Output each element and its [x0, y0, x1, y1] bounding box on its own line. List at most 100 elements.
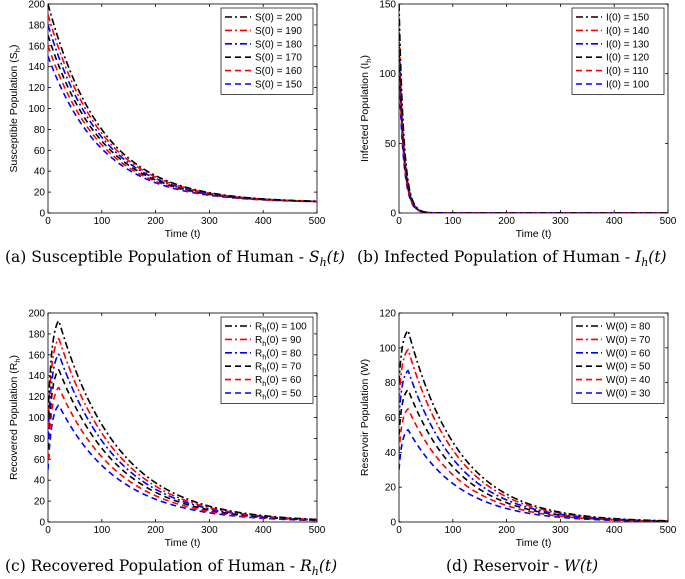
- legend-box: [220, 316, 314, 404]
- y-axis-label-subscript: h: [13, 48, 22, 52]
- y-tick-label: 160: [28, 350, 45, 361]
- y-axis-label: Reservoir Population (W): [359, 359, 371, 476]
- y-tick-label: 80: [34, 434, 46, 445]
- x-tick-label: 400: [606, 525, 623, 536]
- y-axis-label-main: Infected Population (I: [359, 63, 371, 162]
- series-group: [399, 4, 668, 213]
- y-tick-label: 0: [390, 209, 396, 220]
- y-tick-label: 150: [379, 0, 396, 11]
- panel-caption-math-subscript: h: [312, 565, 319, 578]
- legend-label-subscript: h: [262, 339, 266, 348]
- legend: I(0) = 150 I(0) = 140 I(0) = 130 I(0) = 120…: [571, 7, 665, 95]
- x-tick-label: 200: [498, 525, 515, 536]
- series-group: [48, 4, 317, 203]
- chart-panel-3: 0 100 200 300 400 500 0 20 40 60 80 100 120 140 160 180…: [8, 309, 326, 550]
- legend-label: W(0) = 30: [606, 389, 651, 400]
- series-line-1: [48, 4, 317, 203]
- y-tick-label: 100: [379, 343, 396, 354]
- legend-label-value: (0) = 100: [266, 322, 307, 333]
- y-tick-label: 120: [28, 83, 45, 94]
- legend-label: S(0) = 150: [255, 80, 302, 91]
- panel-caption-math: I: [634, 248, 642, 266]
- legend-label-subscript: h: [262, 366, 266, 375]
- legend-label: S(0) = 200: [255, 13, 302, 24]
- y-tick-label: 60: [34, 146, 46, 157]
- y-tick-label: 80: [34, 125, 46, 136]
- legend-label-value: (0) = 80: [266, 348, 301, 359]
- legend-label: S(0) = 170: [255, 53, 302, 64]
- legend-label: I(0) = 150: [606, 13, 650, 24]
- legend-label: Rh(0) = 60: [255, 375, 302, 388]
- x-tick-label: 300: [552, 525, 569, 536]
- series-line-1: [399, 4, 668, 213]
- legend-label: Rh(0) = 50: [255, 389, 302, 402]
- y-tick-label: 60: [385, 413, 397, 424]
- legend-label: Rh(0) = 80: [255, 348, 302, 361]
- series-line-5: [399, 407, 668, 522]
- y-axis-label-main: Susceptible Population (S: [8, 52, 20, 172]
- x-tick-label: 100: [93, 525, 110, 536]
- series-line-6: [48, 55, 317, 203]
- y-tick-label: 140: [28, 62, 45, 73]
- x-tick-label: 0: [396, 525, 402, 536]
- x-tick-label: 0: [45, 216, 51, 227]
- panel-caption-math: R: [299, 557, 312, 575]
- y-tick-label: 180: [28, 329, 45, 340]
- legend-label: I(0) = 100: [606, 80, 650, 91]
- legend-label-main: R: [255, 322, 262, 333]
- x-axis-label: Time (t): [516, 228, 552, 240]
- legend-box: [571, 7, 665, 95]
- y-tick-label: 100: [379, 69, 396, 80]
- y-tick-label: 140: [28, 371, 45, 382]
- y-tick-label: 100: [28, 413, 45, 424]
- y-tick-label: 0: [390, 518, 396, 529]
- chart-panel-2: 0 100 200 300 400 500 0 50 100 150 Time (t) Infecte…: [359, 0, 677, 240]
- legend-label-subscript: h: [262, 326, 266, 335]
- legend-label: I(0) = 130: [606, 39, 650, 50]
- legend-label: Rh(0) = 70: [255, 362, 302, 375]
- y-axis-label-close: ): [8, 355, 20, 359]
- legend-label: W(0) = 80: [606, 322, 651, 333]
- panel-caption-math: W: [564, 557, 581, 575]
- y-axis-label-subscript: h: [13, 359, 22, 363]
- legend-label: I(0) = 140: [606, 26, 650, 37]
- legend-label-main: R: [255, 389, 262, 400]
- panel-caption-math-tail: (t): [327, 248, 345, 266]
- chart-panel-4: 0 100 200 300 400 500 0 20 40 60 80 100 120 Time (t) R…: [359, 309, 677, 550]
- y-axis-label: Infected Population (Ih): [359, 55, 373, 162]
- x-tick-label: 500: [309, 525, 326, 536]
- series-line-6: [48, 404, 317, 522]
- y-tick-label: 20: [34, 188, 46, 199]
- x-tick-label: 200: [498, 216, 515, 227]
- y-tick-label: 120: [28, 392, 45, 403]
- x-tick-label: 500: [660, 216, 677, 227]
- series-group: [48, 319, 317, 522]
- legend-box: [571, 316, 665, 404]
- series-group: [399, 329, 668, 522]
- x-tick-label: 100: [444, 525, 461, 536]
- legend: S(0) = 200 S(0) = 190 S(0) = 180 S(0) = 170…: [220, 7, 314, 95]
- panel-caption-math-tail: (t): [648, 248, 666, 266]
- legend-label: Rh(0) = 90: [255, 335, 302, 348]
- series-line-6: [399, 428, 668, 522]
- x-tick-label: 400: [255, 525, 272, 536]
- x-tick-label: 300: [552, 216, 569, 227]
- series-line-1: [48, 319, 317, 521]
- x-tick-label: 0: [45, 525, 51, 536]
- panel-caption-text: (b) Infected Population of Human -: [357, 248, 635, 266]
- panel-caption-text: (a) Susceptible Population of Human -: [5, 248, 309, 266]
- y-axis-label-close: ): [359, 55, 371, 59]
- y-tick-label: 200: [28, 309, 45, 320]
- legend-label: W(0) = 50: [606, 362, 651, 373]
- y-tick-label: 180: [28, 20, 45, 31]
- x-tick-label: 100: [444, 216, 461, 227]
- y-tick-label: 60: [34, 455, 46, 466]
- legend: W(0) = 80 W(0) = 70 W(0) = 60 W(0) = 50 W(0)…: [571, 316, 665, 404]
- legend-label-subscript: h: [262, 379, 266, 388]
- legend-label: W(0) = 40: [606, 375, 651, 386]
- y-tick-label: 40: [385, 448, 397, 459]
- x-tick-label: 300: [201, 525, 218, 536]
- y-axis-label-subscript: h: [364, 59, 373, 63]
- legend-label: S(0) = 180: [255, 39, 302, 50]
